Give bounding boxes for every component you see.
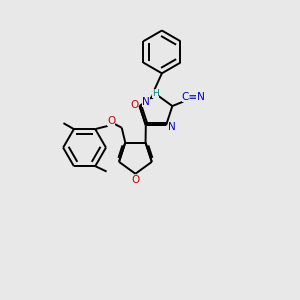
Text: O: O — [130, 100, 138, 110]
Text: N: N — [168, 122, 175, 132]
Text: O: O — [107, 116, 116, 126]
Text: O: O — [132, 175, 140, 185]
Text: C≡N: C≡N — [182, 92, 206, 102]
Text: H: H — [152, 89, 159, 98]
Text: N: N — [142, 97, 150, 107]
